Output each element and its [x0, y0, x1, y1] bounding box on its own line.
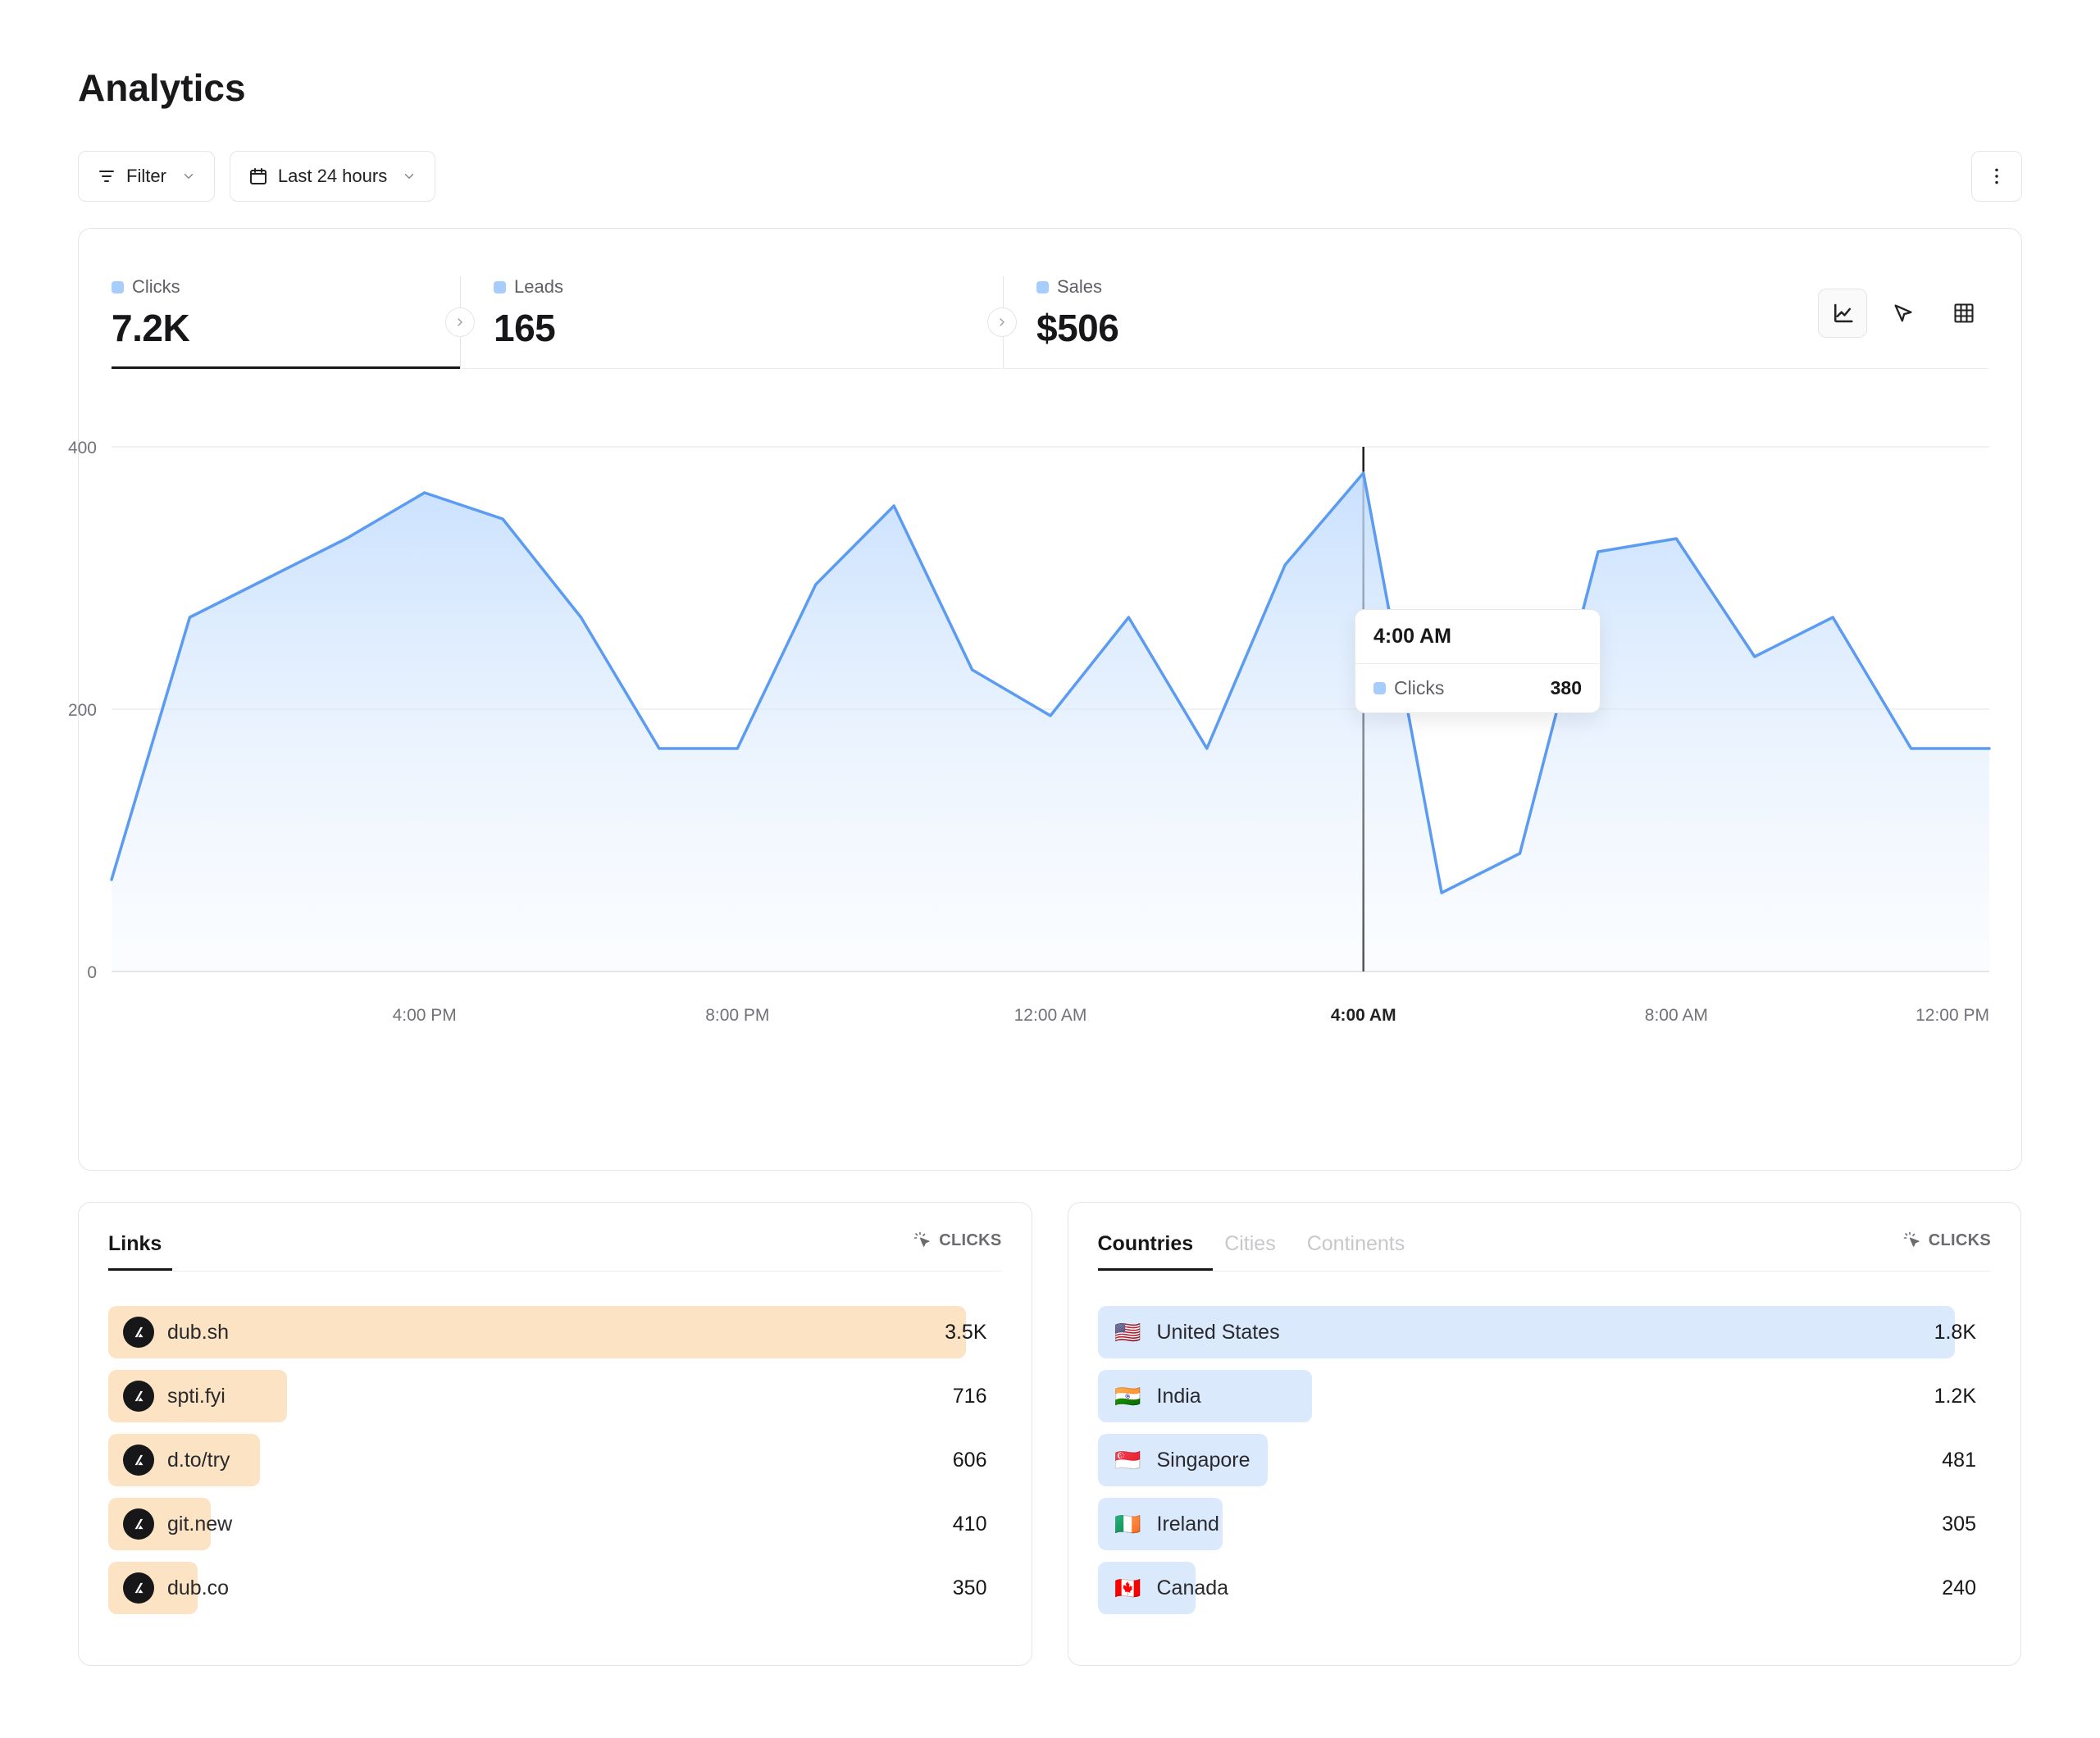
svg-text:4:00 PM: 4:00 PM — [393, 1006, 457, 1025]
svg-text:0: 0 — [87, 963, 97, 982]
svg-text:8:00 AM: 8:00 AM — [1645, 1006, 1708, 1025]
svg-text:200: 200 — [68, 701, 97, 720]
svg-text:400: 400 — [68, 439, 97, 457]
svg-text:4:00 AM: 4:00 AM — [1331, 1006, 1396, 1025]
svg-text:8:00 PM: 8:00 PM — [705, 1006, 769, 1025]
svg-text:12:00 AM: 12:00 AM — [1014, 1006, 1087, 1025]
svg-text:12:00 PM: 12:00 PM — [1916, 1006, 1989, 1025]
